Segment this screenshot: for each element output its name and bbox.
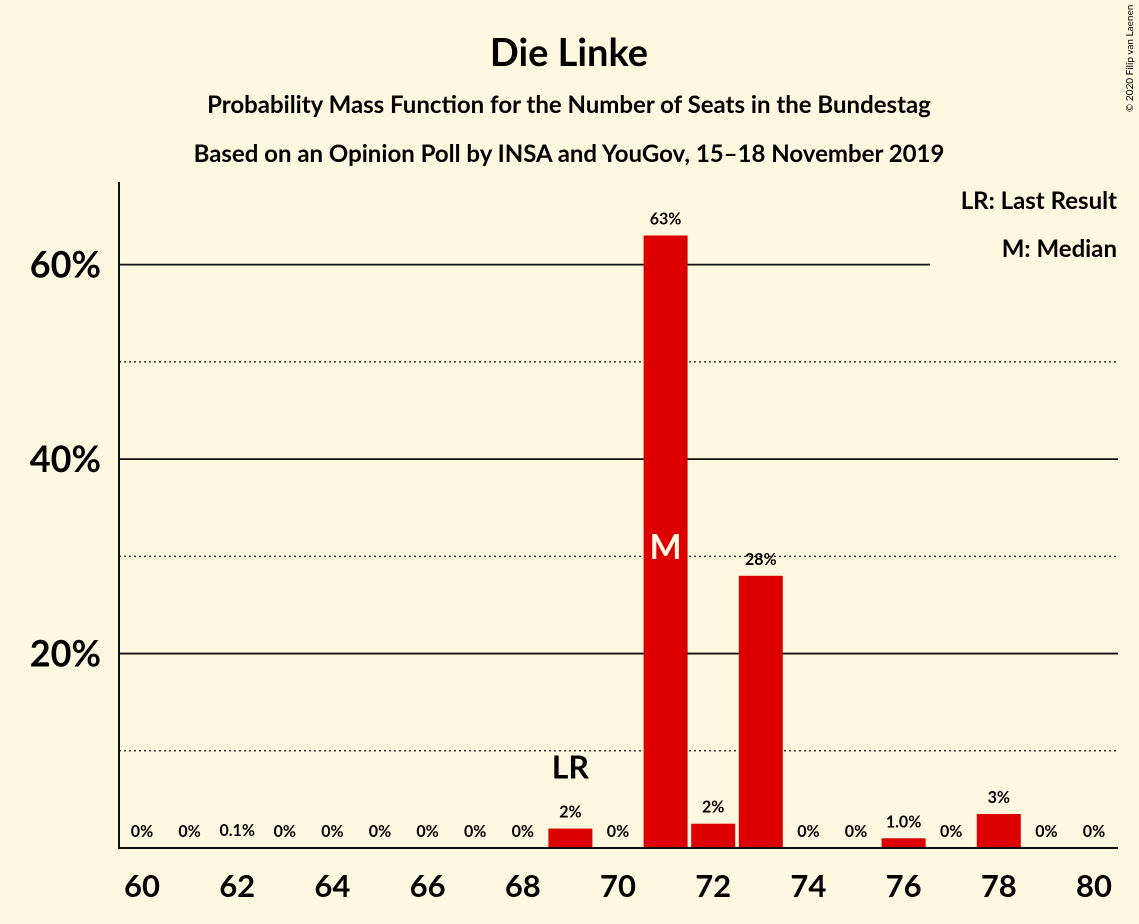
x-tick-label: 68 [505, 866, 541, 904]
legend-last-result: LR: Last Result [961, 186, 1117, 215]
data-label-64: 0% [321, 822, 343, 841]
bar-69 [548, 828, 593, 848]
data-label-70: 0% [607, 822, 629, 841]
x-tick-label: 76 [886, 866, 922, 904]
data-label-77: 0% [940, 822, 962, 841]
data-label-79: 0% [1035, 822, 1057, 841]
x-tick-label: 74 [790, 866, 826, 904]
data-label-71: 63% [650, 209, 682, 228]
data-label-68: 0% [512, 822, 534, 841]
data-label-60: 0% [131, 822, 153, 841]
data-label-80: 0% [1083, 822, 1105, 841]
median-marker: M [650, 526, 682, 567]
grid [119, 263, 1118, 752]
legend-median: M: Median [1002, 234, 1117, 263]
last-result-marker: LR [552, 747, 590, 786]
bar-72 [691, 823, 736, 848]
data-label-76: 1.0% [886, 812, 921, 831]
bar-71 [643, 235, 688, 848]
data-label-74: 0% [797, 822, 819, 841]
data-label-62: 0.1% [219, 821, 254, 840]
x-tick-label: 78 [981, 866, 1017, 904]
y-tick-label: 20% [30, 631, 101, 675]
chart-subtitle-2: Based on an Opinion Poll by INSA and You… [194, 139, 945, 168]
data-label-66: 0% [416, 822, 438, 841]
data-label-78: 3% [988, 788, 1010, 807]
x-tick-label: 64 [314, 866, 350, 904]
bar-73 [738, 575, 783, 848]
data-label-63: 0% [274, 822, 296, 841]
x-tick-label: 80 [1076, 866, 1112, 904]
chart-subtitle-1: Probability Mass Function for the Number… [207, 90, 931, 119]
y-ticks: 20% 40% 60% [30, 242, 101, 675]
data-label-75: 0% [845, 822, 867, 841]
y-tick-label: 40% [30, 436, 101, 480]
data-label-69: 2% [559, 803, 581, 822]
x-ticks: 60 62 64 66 68 70 72 74 76 78 80 [124, 866, 1112, 904]
data-label-65: 0% [369, 822, 391, 841]
x-tick-label: 70 [600, 866, 636, 904]
bar-76 [881, 838, 926, 848]
labels: 0% 0% 0.1% 0% 0% 0% 0% 0% 0% 2% 0% 63% 2% 28% 0% 0% 1.0%… [131, 209, 1105, 841]
y-tick-label: 60% [30, 242, 101, 286]
data-label-73: 28% [745, 550, 777, 569]
bars [215, 235, 1021, 848]
x-tick-label: 62 [219, 866, 255, 904]
x-tick-label: 60 [124, 866, 160, 904]
x-tick-label: 72 [695, 866, 731, 904]
chart-title: Die Linke [490, 29, 648, 75]
x-tick-label: 66 [410, 866, 446, 904]
bar-78 [976, 813, 1021, 848]
copyright-text: © 2020 Filip van Laenen [1124, 5, 1136, 112]
data-label-61: 0% [178, 822, 200, 841]
data-label-67: 0% [464, 822, 486, 841]
legend-background [930, 182, 1120, 266]
data-label-72: 2% [702, 798, 724, 817]
